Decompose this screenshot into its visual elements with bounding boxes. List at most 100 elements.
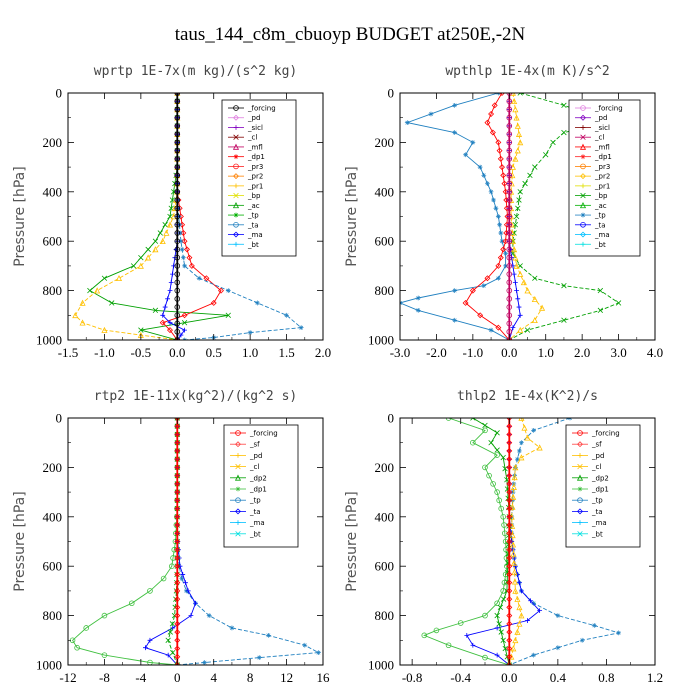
y-tick-label: 1000 (368, 658, 394, 673)
data-point (174, 279, 181, 286)
data-point (510, 541, 517, 548)
data-point (302, 642, 308, 648)
data-point (94, 287, 101, 294)
legend-marker (233, 114, 239, 121)
data-point (497, 222, 502, 228)
series-line-1 (423, 418, 510, 665)
data-point (186, 254, 193, 261)
data-point (506, 337, 513, 340)
data-point (481, 283, 487, 289)
data-point (509, 503, 516, 510)
data-point (496, 621, 502, 627)
data-point (174, 189, 181, 195)
data-point (182, 327, 187, 333)
data-point (170, 271, 175, 277)
data-point (452, 130, 458, 135)
data-point (174, 156, 181, 162)
data-point (528, 598, 533, 604)
x-tick-label: -1.0 (463, 345, 484, 360)
data-point (506, 246, 513, 253)
legend-label: _pr3 (594, 163, 610, 171)
data-point (470, 439, 476, 446)
data-point (512, 587, 519, 594)
data-point (511, 97, 518, 105)
y-tick-label: 800 (375, 608, 395, 623)
data-point (298, 325, 304, 331)
legend-box (568, 99, 641, 257)
data-point (167, 327, 173, 334)
data-point (316, 650, 321, 656)
data-point (524, 434, 531, 441)
data-point (404, 120, 410, 126)
data-point (256, 655, 262, 660)
legend-label: _pd (247, 114, 260, 122)
data-point (265, 632, 271, 638)
x-tick-label: -0.8 (402, 670, 423, 685)
data-point (506, 439, 513, 446)
data-point (561, 317, 567, 323)
data-point (160, 312, 166, 318)
data-point (532, 164, 538, 170)
data-point (184, 246, 190, 253)
data-point (506, 447, 513, 454)
data-point (512, 106, 519, 113)
data-point (517, 326, 524, 333)
data-point (499, 238, 505, 244)
data-point (506, 571, 513, 578)
data-point (101, 326, 108, 333)
data-point (174, 418, 180, 421)
data-point (506, 472, 513, 479)
data-point (174, 114, 181, 121)
chart-panel-3: rtp2 1E-11x(kg^2)/(kg^2 s) Pressure [hPa]… (12, 389, 330, 685)
x-tick-label: 0.5 (206, 345, 222, 360)
x-tick-label: -8 (99, 670, 110, 685)
data-point (522, 180, 528, 187)
data-point (470, 642, 476, 648)
data-point (506, 423, 513, 430)
data-point (203, 275, 210, 282)
data-point (255, 300, 260, 306)
legend: _forcing_pd _sicl _cl_mfl _dp1 _pr3 _pr2_pr1 _… (568, 99, 641, 257)
data-point (506, 271, 513, 277)
data-point (531, 316, 538, 324)
data-point (470, 140, 476, 145)
series-line-2 (74, 93, 178, 340)
legend-label: _ma (249, 519, 265, 527)
y-axis-label: Pressure [hPa] (344, 166, 360, 266)
data-point (506, 304, 513, 310)
data-point (516, 604, 523, 611)
data-point (206, 613, 212, 618)
data-point (499, 93, 505, 96)
data-point (518, 612, 525, 619)
y-tick-label: 200 (375, 135, 395, 150)
data-point (498, 230, 504, 236)
data-point (506, 131, 513, 137)
data-point (138, 254, 144, 261)
legend-label: _bt (249, 530, 261, 538)
data-point (506, 123, 513, 129)
legend-label: _ta (594, 221, 606, 229)
series-line-5 (472, 418, 510, 665)
data-point (101, 275, 108, 281)
data-point (488, 189, 494, 195)
legend-label: _pd (591, 452, 604, 460)
legend-label: _ma (591, 519, 607, 527)
data-point (147, 637, 153, 643)
legend-label: _sf (249, 441, 260, 449)
data-point (502, 645, 508, 652)
legend-label: _dp1 (249, 486, 267, 494)
data-point (174, 472, 181, 479)
data-point (524, 287, 531, 294)
data-point (518, 418, 525, 421)
y-tick-label: 200 (375, 460, 395, 475)
data-point (591, 623, 597, 628)
data-point (512, 464, 519, 471)
data-point (515, 130, 523, 137)
data-point (510, 550, 517, 557)
legend-marker (235, 441, 241, 448)
series-group (72, 93, 304, 340)
legend-label: _cl (594, 134, 604, 142)
data-point (494, 489, 500, 495)
data-point (498, 629, 504, 635)
